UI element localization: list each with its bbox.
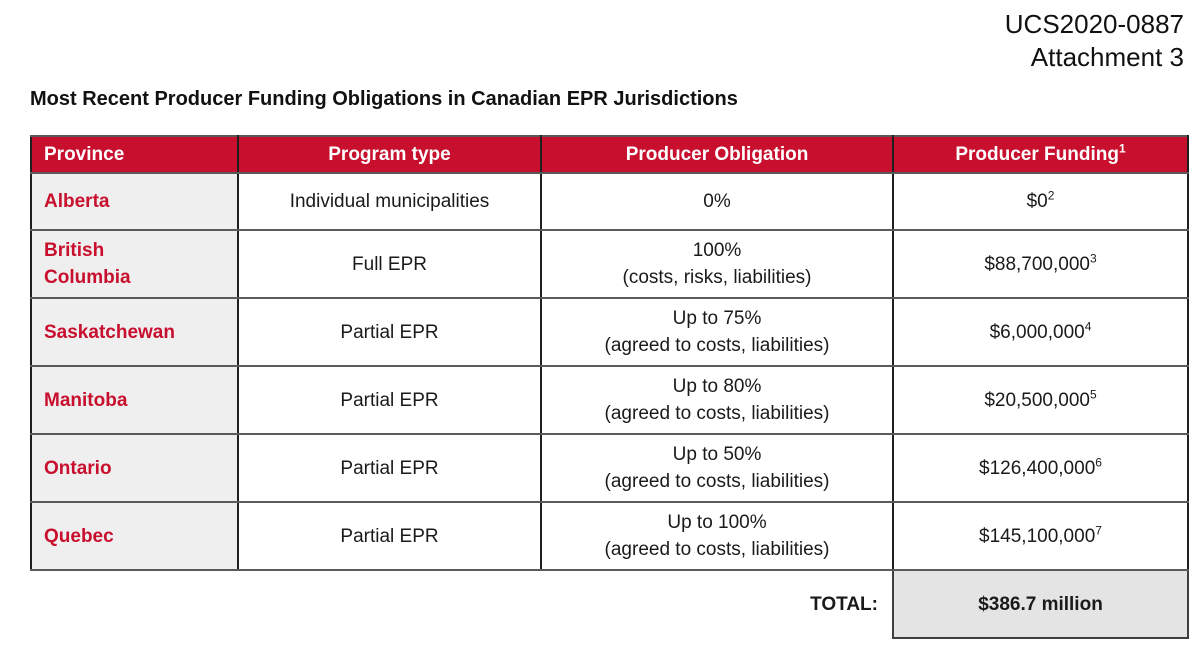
funding-amount: $88,700,000 [984, 253, 1090, 275]
header-row: Province Program type Producer Obligatio… [30, 135, 1189, 174]
province-cell: Saskatchewan [30, 297, 239, 367]
funding-footnote: 7 [1095, 523, 1102, 538]
obligation-cell: Up to 80% (agreed to costs, liabilities) [540, 365, 894, 435]
program-type: Full EPR [352, 253, 427, 275]
col-header-producer-funding: Producer Funding1 [892, 135, 1189, 174]
funding-footnote: 6 [1095, 455, 1102, 470]
funding-cell: $6,000,0004 [892, 297, 1189, 367]
program-type: Partial EPR [340, 457, 439, 479]
funding-footnote: 2 [1047, 188, 1055, 203]
program-type-cell: Individual municipalities [237, 172, 542, 231]
table-footer: TOTAL: $386.7 million [31, 569, 1189, 639]
obligation-note: (costs, risks, liabilities) [622, 267, 812, 288]
obligation-percent: 0% [703, 191, 731, 212]
total-label: TOTAL: [810, 594, 878, 615]
province-name: Alberta [44, 191, 110, 212]
obligation-note: (agreed to costs, liabilities) [604, 335, 830, 356]
table-row: Manitoba Partial EPR Up to 80% (agreed t… [30, 365, 1189, 435]
obligation-cell: Up to 50% (agreed to costs, liabilities) [540, 433, 894, 503]
funding-amount: $145,100,000 [979, 525, 1096, 547]
obligation-percent: Up to 75% [672, 308, 762, 329]
funding-cell: $145,100,0007 [892, 501, 1189, 571]
program-type: Partial EPR [340, 525, 439, 547]
province-cell: Manitoba [30, 365, 239, 435]
col-header-program-type: Program type [237, 135, 542, 174]
program-type-cell: Full EPR [237, 229, 542, 299]
col-header-producer-obligation: Producer Obligation [540, 135, 894, 174]
table-row: Alberta Individual municipalities 0% $02 [30, 172, 1189, 231]
program-type-cell: Partial EPR [237, 365, 542, 435]
funding-cell: $126,400,0006 [892, 433, 1189, 503]
program-type: Partial EPR [340, 321, 439, 343]
province-name: Quebec [44, 525, 114, 547]
program-type: Partial EPR [340, 389, 439, 411]
funding-footnote: 3 [1089, 251, 1097, 266]
col-header-producer-funding-label: Producer Funding [955, 143, 1119, 165]
obligation-cell: Up to 75% (agreed to costs, liabilities) [540, 297, 894, 367]
funding-cell: $20,500,0005 [892, 365, 1189, 435]
obligation-cell: Up to 100% (agreed to costs, liabilities… [540, 501, 894, 571]
total-label-cell: TOTAL: [31, 570, 893, 638]
program-type-cell: Partial EPR [237, 297, 542, 367]
province-name: Manitoba [44, 389, 128, 411]
funding-amount: $6,000,000 [989, 321, 1085, 343]
obligation-cell: 0% [540, 172, 894, 231]
obligation-percent: Up to 100% [667, 512, 767, 533]
funding-footnote: 5 [1089, 387, 1097, 402]
obligation-percent: Up to 50% [672, 444, 762, 465]
table-row: Ontario Partial EPR Up to 50% (agreed to… [30, 433, 1189, 503]
program-type-cell: Partial EPR [237, 501, 542, 571]
funding-table: Province Program type Producer Obligatio… [30, 135, 1189, 639]
total-row: TOTAL: $386.7 million [31, 569, 1189, 639]
funding-header-footnote: 1 [1118, 141, 1126, 156]
total-value-cell: $386.7 million [892, 569, 1189, 639]
funding-cell: $02 [892, 172, 1189, 231]
obligation-percent: Up to 80% [672, 376, 762, 397]
table-body: Alberta Individual municipalities 0% $02… [30, 172, 1189, 571]
funding-footnote: 4 [1084, 319, 1092, 334]
table-row: British Columbia Full EPR 100% (costs, r… [30, 229, 1189, 299]
table-row: Saskatchewan Partial EPR Up to 75% (agre… [30, 297, 1189, 367]
table-row: Quebec Partial EPR Up to 100% (agreed to… [30, 501, 1189, 571]
funding-amount: $0 [1026, 191, 1048, 212]
province-cell: Alberta [30, 172, 239, 231]
document-reference-block: UCS2020-0887 Attachment 3 [1005, 8, 1184, 74]
col-header-province: Province [30, 135, 239, 174]
province-cell: Ontario [30, 433, 239, 503]
program-type: Individual municipalities [289, 191, 490, 212]
funding-amount: $126,400,000 [979, 457, 1096, 479]
obligation-note: (agreed to costs, liabilities) [604, 403, 830, 424]
obligation-cell: 100% (costs, risks, liabilities) [540, 229, 894, 299]
table-header: Province Program type Producer Obligatio… [30, 135, 1189, 174]
document-reference: UCS2020-0887 [1004, 9, 1184, 39]
obligation-note: (agreed to costs, liabilities) [604, 539, 830, 560]
province-cell: Quebec [30, 501, 239, 571]
province-name: Ontario [44, 457, 112, 479]
program-type-cell: Partial EPR [237, 433, 542, 503]
province-name: Saskatchewan [44, 321, 175, 343]
document-attachment: Attachment 3 [1030, 42, 1184, 72]
funding-amount: $20,500,000 [984, 389, 1090, 411]
page-title: Most Recent Producer Funding Obligations… [30, 88, 738, 110]
province-name: British Columbia [44, 240, 131, 288]
funding-cell: $88,700,0003 [892, 229, 1189, 299]
obligation-percent: 100% [692, 240, 742, 261]
obligation-note: (agreed to costs, liabilities) [604, 471, 830, 492]
province-cell: British Columbia [30, 229, 239, 299]
total-value: $386.7 million [978, 593, 1103, 615]
